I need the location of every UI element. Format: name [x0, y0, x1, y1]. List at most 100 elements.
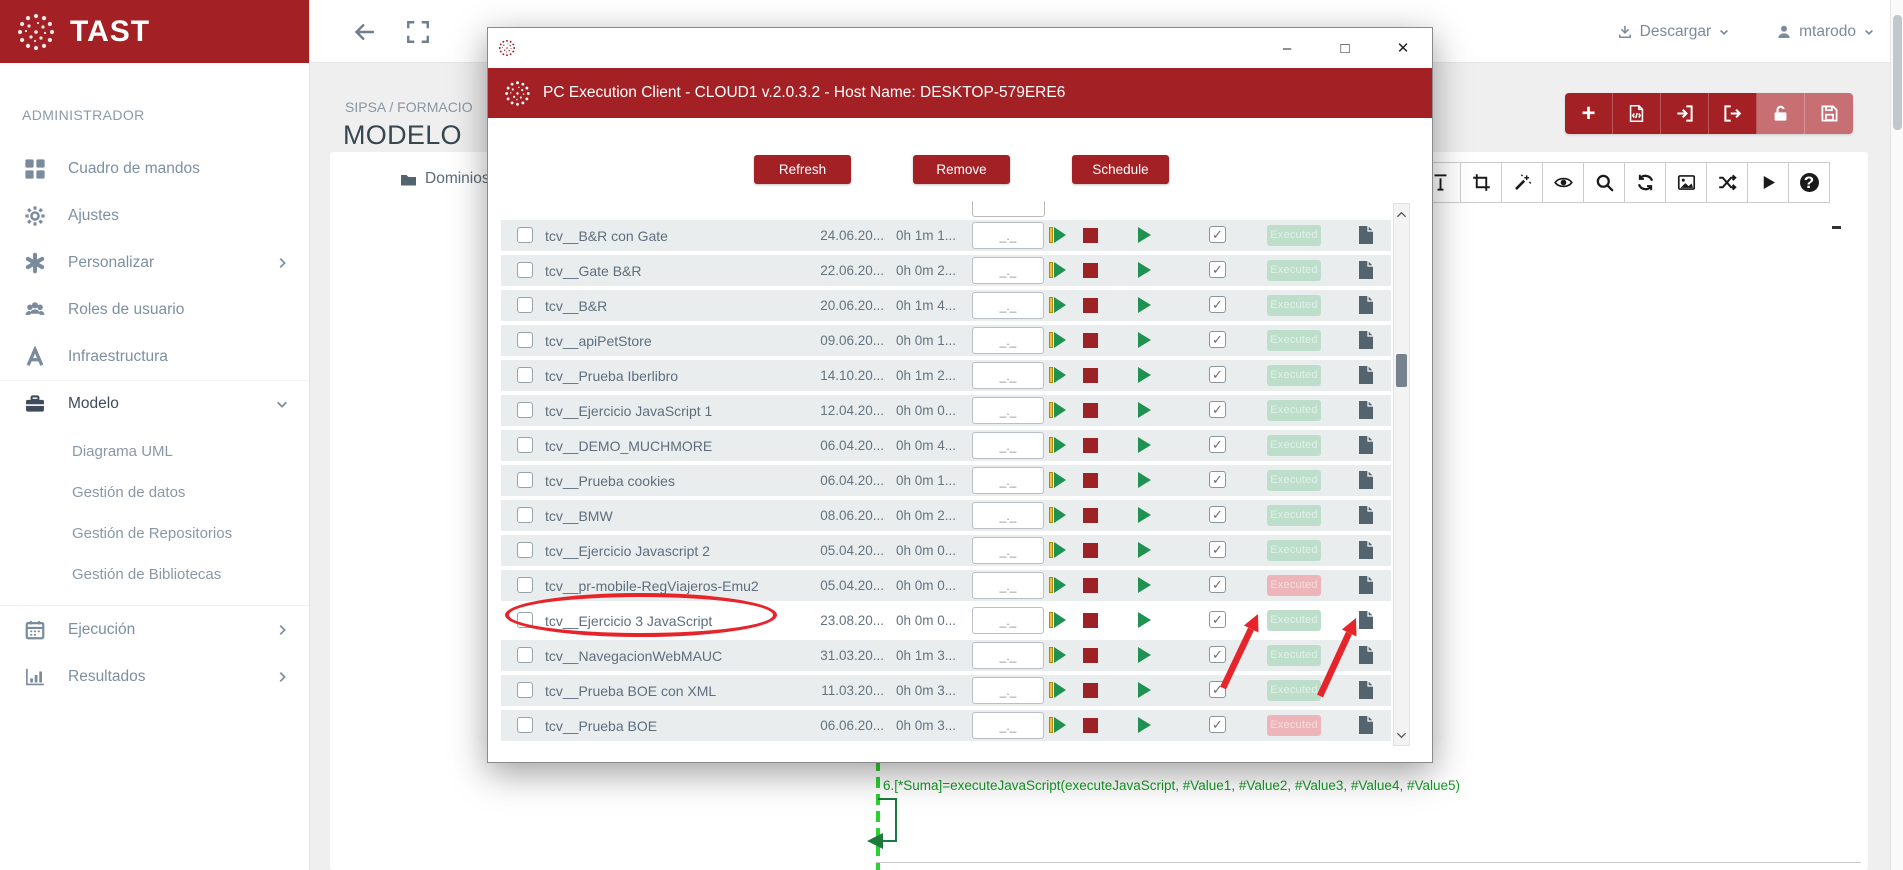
step-play-icon[interactable]	[1049, 682, 1067, 699]
status-badge[interactable]: Executed	[1267, 540, 1321, 561]
row-checkbox[interactable]	[517, 717, 533, 733]
stop-icon[interactable]	[1083, 333, 1098, 348]
file-code-button[interactable]	[1613, 93, 1661, 134]
remove-action-button[interactable]: Remove	[913, 155, 1010, 184]
stop-icon[interactable]	[1083, 228, 1098, 243]
status-badge[interactable]: Executed	[1267, 470, 1321, 491]
document-icon[interactable]	[1357, 540, 1374, 560]
magic-wand-button[interactable]	[1502, 162, 1543, 203]
minimize-button[interactable]: –	[1282, 39, 1292, 57]
step-play-icon[interactable]	[1049, 297, 1067, 314]
table-row[interactable]: tcv__Prueba Iberlibro 14.10.20... 0h 1m …	[501, 360, 1391, 391]
breadcrumb[interactable]: SIPSA / FORMACIO	[345, 99, 473, 115]
play-icon[interactable]	[1138, 402, 1151, 418]
row-checkbox[interactable]	[517, 367, 533, 383]
row-checked-checkbox[interactable]: ✓	[1209, 436, 1226, 453]
stop-icon[interactable]	[1083, 368, 1098, 383]
schedule-input[interactable]	[972, 222, 1044, 249]
schedule-input[interactable]	[972, 327, 1044, 354]
browser-scrollbar-thumb[interactable]	[1893, 15, 1902, 130]
play-icon[interactable]	[1138, 437, 1151, 453]
row-checked-checkbox[interactable]: ✓	[1209, 716, 1226, 733]
uml-step-label[interactable]: 6.[*Suma]=executeJavaScript(executeJavaS…	[883, 778, 1460, 793]
step-play-icon[interactable]	[1049, 332, 1067, 349]
row-checked-checkbox[interactable]: ✓	[1209, 541, 1226, 558]
status-badge[interactable]: Executed	[1267, 505, 1321, 526]
save-button[interactable]	[1805, 93, 1853, 134]
submenu-item-gestion-de-datos[interactable]: Gestión de datos	[72, 484, 186, 501]
step-play-icon[interactable]	[1049, 437, 1067, 454]
row-checked-checkbox[interactable]: ✓	[1209, 506, 1226, 523]
stop-icon[interactable]	[1083, 718, 1098, 733]
document-icon[interactable]	[1357, 330, 1374, 350]
schedule-input[interactable]	[972, 257, 1044, 284]
fullscreen-expand-icon[interactable]	[406, 20, 430, 44]
status-badge[interactable]: Executed	[1267, 225, 1321, 246]
sidebar-item-personalizar[interactable]: Personalizar	[0, 239, 309, 286]
maximize-button[interactable]: □	[1340, 39, 1350, 57]
row-checkbox[interactable]	[517, 647, 533, 663]
sidebar-item-ajustes[interactable]: Ajustes	[0, 192, 309, 239]
play-icon[interactable]	[1138, 647, 1151, 663]
schedule-input[interactable]	[972, 712, 1044, 739]
schedule-input[interactable]	[972, 607, 1044, 634]
row-checked-checkbox[interactable]: ✓	[1209, 261, 1226, 278]
status-badge[interactable]: Executed	[1267, 715, 1321, 736]
table-scrollbar[interactable]	[1393, 203, 1410, 746]
row-checkbox[interactable]	[517, 332, 533, 348]
stop-icon[interactable]	[1083, 403, 1098, 418]
play-button[interactable]	[1748, 162, 1789, 203]
status-badge[interactable]: Executed	[1267, 365, 1321, 386]
step-play-icon[interactable]	[1049, 507, 1067, 524]
document-icon[interactable]	[1357, 610, 1374, 630]
stop-icon[interactable]	[1083, 543, 1098, 558]
sidebar-item-ejecucion[interactable]: Ejecución	[0, 606, 309, 653]
table-row[interactable]: tcv__Gate B&R 22.06.20... 0h 0m 2... ✓ E…	[501, 255, 1391, 286]
refresh-action-button[interactable]: Refresh	[754, 155, 851, 184]
row-checkbox[interactable]	[517, 262, 533, 278]
unlock-button[interactable]	[1757, 93, 1805, 134]
stop-icon[interactable]	[1083, 263, 1098, 278]
sidebar-item-infraestructura[interactable]: Infraestructura	[0, 333, 309, 380]
status-badge[interactable]: Executed	[1267, 680, 1321, 701]
step-play-icon[interactable]	[1049, 542, 1067, 559]
play-icon[interactable]	[1138, 612, 1151, 628]
descargar-menu[interactable]: Descargar	[1617, 23, 1731, 41]
play-icon[interactable]	[1138, 227, 1151, 243]
table-row[interactable]: tcv__Prueba BOE 06.06.20... 0h 0m 3... ✓…	[501, 710, 1391, 741]
schedule-input[interactable]	[972, 642, 1044, 669]
stop-icon[interactable]	[1083, 438, 1098, 453]
shuffle-button[interactable]	[1707, 162, 1748, 203]
help-button[interactable]: ?	[1789, 162, 1830, 203]
schedule-input[interactable]	[972, 292, 1044, 319]
submenu-item-gestion-de-repositorios[interactable]: Gestión de Repositorios	[72, 525, 233, 542]
table-row[interactable]: tcv__B&R con Gate 24.06.20... 0h 1m 1...…	[501, 220, 1391, 251]
table-row[interactable]: tcv__Prueba cookies 06.04.20... 0h 0m 1.…	[501, 465, 1391, 496]
user-menu[interactable]: mtarodo	[1776, 23, 1875, 41]
status-badge[interactable]: Executed	[1267, 610, 1321, 631]
play-icon[interactable]	[1138, 262, 1151, 278]
row-checked-checkbox[interactable]: ✓	[1209, 226, 1226, 243]
step-play-icon[interactable]	[1049, 717, 1067, 734]
back-arrow-icon[interactable]	[352, 20, 376, 44]
table-row[interactable]: tcv__Ejercicio JavaScript 1 12.04.20... …	[501, 395, 1391, 426]
step-play-icon[interactable]	[1049, 577, 1067, 594]
document-icon[interactable]	[1357, 225, 1374, 245]
stop-icon[interactable]	[1083, 298, 1098, 313]
image-button[interactable]	[1666, 162, 1707, 203]
stop-icon[interactable]	[1083, 683, 1098, 698]
step-play-icon[interactable]	[1049, 262, 1067, 279]
table-row[interactable]: tcv__NavegacionWebMAUC 31.03.20... 0h 1m…	[501, 640, 1391, 671]
row-checkbox[interactable]	[517, 507, 533, 523]
document-icon[interactable]	[1357, 680, 1374, 700]
play-icon[interactable]	[1138, 367, 1151, 383]
document-icon[interactable]	[1357, 470, 1374, 490]
status-badge[interactable]: Executed	[1267, 295, 1321, 316]
play-icon[interactable]	[1138, 577, 1151, 593]
row-checked-checkbox[interactable]: ✓	[1209, 331, 1226, 348]
close-button[interactable]: ✕	[1396, 40, 1410, 57]
row-checkbox[interactable]	[517, 472, 533, 488]
step-play-icon[interactable]	[1049, 402, 1067, 419]
row-checked-checkbox[interactable]: ✓	[1209, 576, 1226, 593]
row-checkbox[interactable]	[517, 227, 533, 243]
